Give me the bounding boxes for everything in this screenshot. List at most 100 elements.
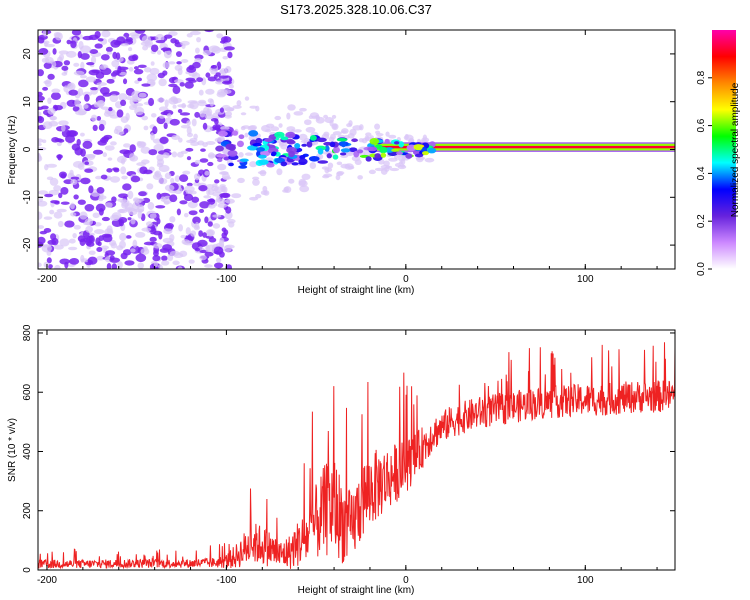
noise-blob <box>166 113 172 118</box>
noise-blob <box>58 50 69 55</box>
noise-blob <box>159 115 165 119</box>
noise-blob <box>44 56 54 64</box>
transition-blob <box>340 154 349 158</box>
noise-blob <box>178 137 183 143</box>
noise-blob <box>49 209 55 215</box>
noise-blob <box>219 68 228 76</box>
transition-blob <box>288 178 295 184</box>
noise-blob <box>185 147 194 152</box>
transition-blob <box>388 134 397 139</box>
noise-blob <box>194 247 201 252</box>
noise-blob <box>208 237 217 243</box>
noise-blob <box>48 120 59 127</box>
noise-blob <box>167 254 174 262</box>
noise-blob <box>70 40 77 49</box>
transition-blob <box>224 111 233 117</box>
noise-blob <box>222 80 232 85</box>
noise-blob <box>82 91 93 97</box>
transition-blob <box>357 175 363 180</box>
noise-blob <box>104 145 115 151</box>
noise-blob <box>153 249 159 257</box>
noise-blob <box>203 195 212 199</box>
noise-blob <box>109 141 117 146</box>
noise-blob <box>205 88 215 95</box>
noise-blob <box>225 264 233 269</box>
noise-blob <box>163 227 173 235</box>
noise-blob <box>43 216 53 220</box>
signal-blob <box>252 143 262 147</box>
noise-blob <box>207 204 216 209</box>
noise-blob <box>180 234 187 239</box>
noise-blob <box>66 130 77 137</box>
noise-blob <box>208 198 216 205</box>
transition-blob <box>298 178 307 186</box>
noise-blob <box>156 192 162 200</box>
noise-blob <box>194 222 200 229</box>
noise-blob <box>156 158 165 166</box>
transition-blob <box>232 105 242 109</box>
colorbar-tick-label: 0.0 <box>696 262 707 276</box>
noise-blob <box>128 67 134 72</box>
noise-blob <box>49 115 58 121</box>
noise-blob <box>146 183 154 190</box>
noise-blob <box>107 157 113 161</box>
noise-blob <box>129 153 136 161</box>
noise-blob <box>77 199 86 205</box>
noise-blob <box>94 229 105 235</box>
noise-blob <box>52 48 57 55</box>
noise-blob <box>134 80 140 84</box>
noise-blob <box>169 118 180 126</box>
noise-blob <box>205 72 211 78</box>
noise-blob <box>134 30 146 34</box>
transition-blob <box>351 155 361 162</box>
noise-blob <box>106 262 112 269</box>
snr-xlabel: Height of straight line (km) <box>298 585 415 596</box>
transition-blob <box>332 123 338 130</box>
noise-blob <box>181 59 189 63</box>
transition-blob <box>249 105 258 109</box>
noise-blob <box>148 149 158 156</box>
noise-blob <box>47 97 52 105</box>
noise-blob <box>186 33 193 38</box>
noise-blob <box>58 192 63 199</box>
noise-blob <box>60 201 70 205</box>
noise-blob <box>97 38 104 42</box>
noise-blob <box>149 213 157 219</box>
signal-blob <box>351 138 358 143</box>
noise-blob <box>147 202 155 210</box>
noise-blob <box>106 78 115 84</box>
signal-blob <box>218 130 228 137</box>
noise-blob <box>86 61 95 66</box>
noise-blob <box>204 30 214 33</box>
noise-blob <box>186 156 192 161</box>
noise-blob <box>141 227 152 232</box>
noise-blob <box>128 55 138 62</box>
noise-blob <box>157 50 162 55</box>
noise-blob <box>72 106 80 112</box>
spectrogram-ytick-label: 0 <box>22 146 33 152</box>
noise-blob <box>163 50 172 59</box>
noise-blob <box>109 114 120 119</box>
noise-blob <box>179 174 189 183</box>
signal-blob <box>301 143 307 147</box>
transition-blob <box>274 115 282 121</box>
noise-blob <box>134 106 145 116</box>
transition-blob <box>365 132 372 137</box>
noise-blob <box>118 208 125 213</box>
transition-blob <box>217 202 228 209</box>
noise-blob <box>98 123 105 131</box>
noise-blob <box>198 89 204 96</box>
signal-blob <box>280 136 289 141</box>
noise-blob <box>222 55 229 60</box>
noise-blob <box>117 261 123 269</box>
spectrogram-xtick-label: 0 <box>403 274 409 285</box>
noise-blob <box>79 132 85 137</box>
noise-blob <box>109 176 121 183</box>
signal-band-core <box>378 145 675 149</box>
noise-blob <box>152 255 161 262</box>
noise-blob <box>156 217 161 225</box>
noise-blob <box>152 126 158 135</box>
transition-blob <box>424 157 435 163</box>
noise-blob <box>217 136 225 142</box>
noise-blob <box>183 185 195 193</box>
